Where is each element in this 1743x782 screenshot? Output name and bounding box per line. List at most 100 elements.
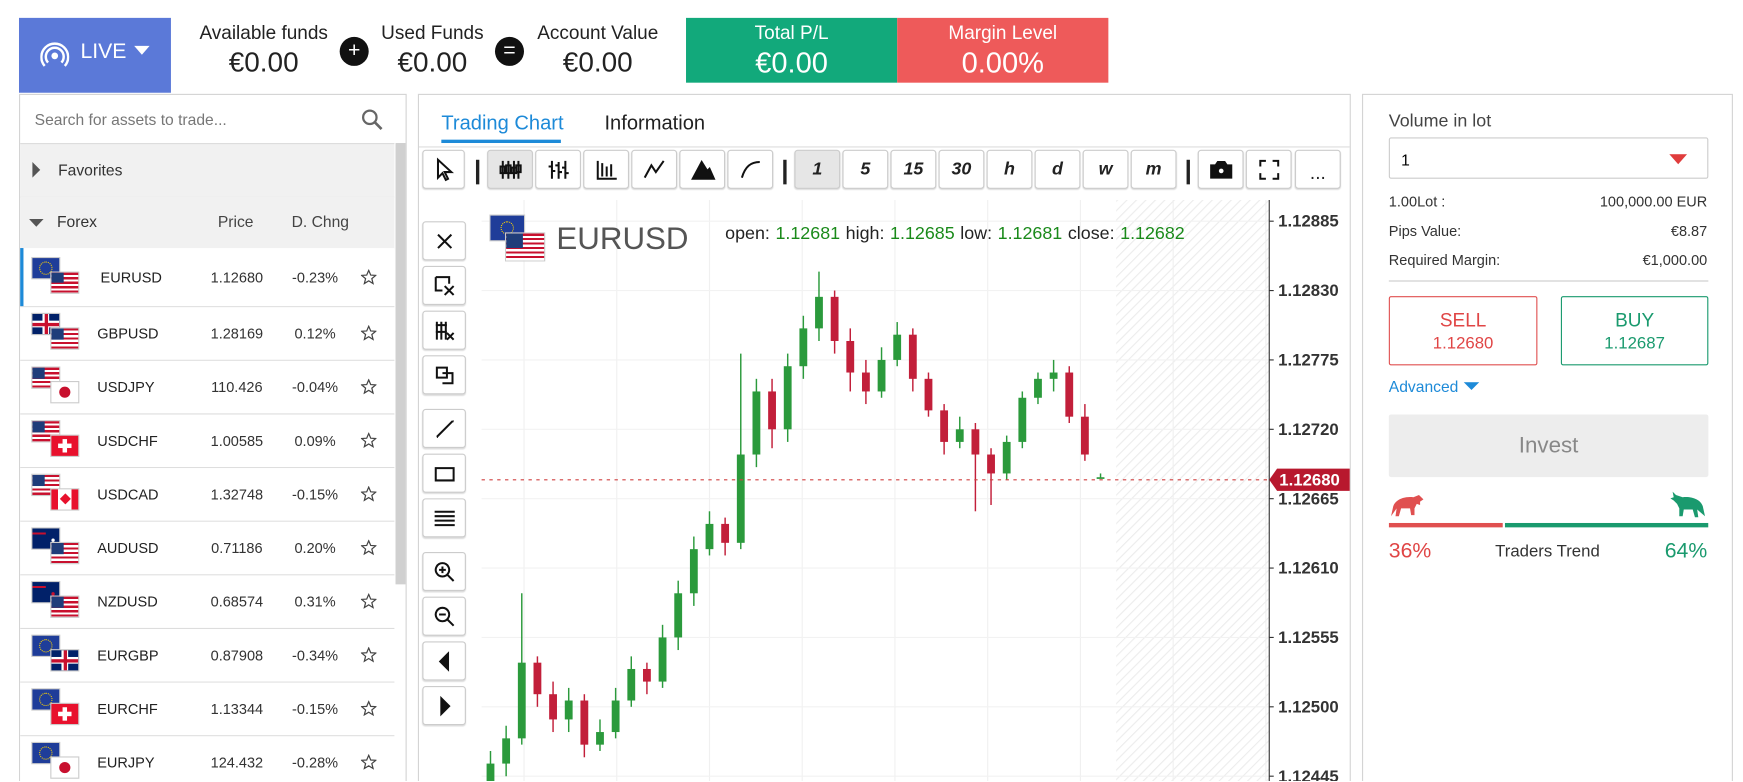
asset-price: 1.13344 <box>210 700 264 718</box>
chart-type-button[interactable] <box>631 149 678 189</box>
buy-price: 1.12687 <box>1604 334 1665 354</box>
asset-row[interactable]: EURJPY 124.432 -0.28% <box>20 736 395 781</box>
timeframe-button[interactable]: m <box>1130 149 1177 189</box>
favorite-star[interactable] <box>360 539 377 556</box>
asset-row[interactable]: EURCHF 1.13344 -0.15% <box>20 682 395 737</box>
timeframe-button[interactable]: 1 <box>794 149 841 189</box>
favorite-star[interactable] <box>360 593 377 609</box>
candle-body <box>987 454 995 474</box>
asset-symbol: EURCHF <box>97 700 158 718</box>
invest-button[interactable]: Invest <box>1388 414 1709 478</box>
snapshot-button[interactable] <box>1197 149 1244 189</box>
forex-group-header[interactable]: Forex Price D. Chng <box>20 196 395 250</box>
live-icon <box>40 42 70 67</box>
equals-sign: = <box>494 36 525 66</box>
asset-row[interactable]: USDJPY 110.426 -0.04% <box>20 360 395 415</box>
candle-body <box>486 763 495 781</box>
favorite-star[interactable] <box>360 486 377 502</box>
sell-button[interactable]: SELL 1.12680 <box>1388 296 1538 366</box>
account-mode-button[interactable]: LIVE <box>18 17 171 93</box>
drawing-tool[interactable] <box>422 551 466 592</box>
pointer-tool[interactable] <box>422 149 465 189</box>
detail-label: Required Margin: <box>1388 251 1501 269</box>
flag <box>51 272 79 293</box>
chart-type-button[interactable] <box>727 149 774 189</box>
asset-row[interactable]: EURUSD 1.12680 -0.23% <box>20 248 395 308</box>
candle-body <box>611 700 620 733</box>
buy-button[interactable]: BUY 1.12687 <box>1560 296 1709 366</box>
timeframe-button[interactable]: d <box>1034 149 1081 189</box>
drawing-tool[interactable] <box>422 221 466 261</box>
drawing-tool[interactable] <box>422 596 466 636</box>
timeframe-button[interactable]: 5 <box>842 149 889 189</box>
asset-change: -0.34% <box>292 646 339 664</box>
flag <box>51 703 79 725</box>
asset-price: 1.12680 <box>210 268 264 286</box>
flag-part <box>39 639 53 653</box>
drawing-tool[interactable] <box>422 310 466 350</box>
chart-panel: Trading Chart Information 1 5 15 30 h d w m... 1… <box>417 93 1351 781</box>
last-price-tag <box>1269 468 1350 491</box>
advanced-link[interactable]: Advanced <box>1388 377 1459 396</box>
trend-bar <box>1388 522 1709 528</box>
drawing-tool[interactable] <box>422 265 466 306</box>
chart-type-button[interactable] <box>583 149 630 189</box>
flag-part <box>51 592 55 596</box>
search-input[interactable]: Search for assets to trade... <box>34 110 227 129</box>
tab-trading-chart[interactable]: Trading Chart <box>441 111 564 135</box>
candle-body <box>815 296 823 329</box>
asset-symbol: EURJPY <box>97 754 155 771</box>
drawing-tool[interactable] <box>422 498 466 538</box>
fullscreen-button[interactable] <box>1245 149 1292 189</box>
drawing-tool[interactable] <box>422 355 466 395</box>
tab-information[interactable]: Information <box>604 111 706 135</box>
y-tick-label: 1.12720 <box>1278 420 1339 439</box>
favorite-star[interactable] <box>360 432 377 449</box>
scrollbar[interactable] <box>395 143 406 585</box>
asset-row[interactable]: USDCAD 1.32748 -0.15% <box>20 468 395 522</box>
chart-type-button[interactable] <box>679 149 726 189</box>
drawing-tool[interactable] <box>422 686 466 726</box>
timeframe-button[interactable]: 15 <box>890 149 937 189</box>
icon-shape <box>435 419 454 438</box>
star-shape <box>360 700 377 717</box>
asset-row[interactable]: NZDUSD 0.68574 0.31% <box>20 575 395 630</box>
search-icon[interactable] <box>361 108 383 130</box>
favorite-star[interactable] <box>360 700 377 717</box>
drawing-tool[interactable] <box>422 408 466 449</box>
drawing-tool[interactable] <box>422 641 466 681</box>
chart-type-button[interactable] <box>535 149 581 189</box>
detail-value: €1,000.00 <box>1642 251 1708 269</box>
icon <box>1258 159 1279 180</box>
icon <box>434 466 455 481</box>
favorites-row[interactable]: Favorites <box>20 143 395 198</box>
asset-change: 0.12% <box>294 325 336 342</box>
asset-row[interactable]: GBPUSD 1.28169 0.12% <box>20 307 395 361</box>
flag <box>51 435 79 456</box>
timeframe-button[interactable]: 30 <box>938 149 985 189</box>
favorite-star[interactable] <box>360 378 377 395</box>
volume-select[interactable]: 1 <box>1388 137 1709 179</box>
asset-price: 0.71186 <box>211 539 263 557</box>
change-column: D. Chng <box>291 212 349 231</box>
flag-part <box>44 313 48 335</box>
favorite-star[interactable] <box>360 325 377 341</box>
chart-type-button[interactable] <box>487 149 533 189</box>
candle-body <box>689 549 698 594</box>
favorite-star[interactable] <box>360 646 377 663</box>
flag <box>51 596 79 617</box>
drawing-tool[interactable] <box>422 453 466 493</box>
favorite-star[interactable] <box>360 268 377 285</box>
asset-row[interactable]: EURGBP 0.87908 -0.34% <box>20 629 395 683</box>
candle-body <box>768 391 776 430</box>
favorite-star[interactable] <box>360 754 377 770</box>
more-button[interactable]: ... <box>1294 149 1341 189</box>
last-price-label: 1.12680 <box>1279 470 1340 489</box>
timeframe-button[interactable]: h <box>986 149 1033 189</box>
candle-body <box>1002 441 1011 474</box>
candle-body <box>893 334 902 360</box>
timeframe-button[interactable]: w <box>1082 149 1129 189</box>
asset-row[interactable]: USDCHF 1.00585 0.09% <box>20 414 395 469</box>
asset-row[interactable]: AUDUSD 0.71186 0.20% <box>20 521 395 576</box>
icon <box>435 366 453 384</box>
